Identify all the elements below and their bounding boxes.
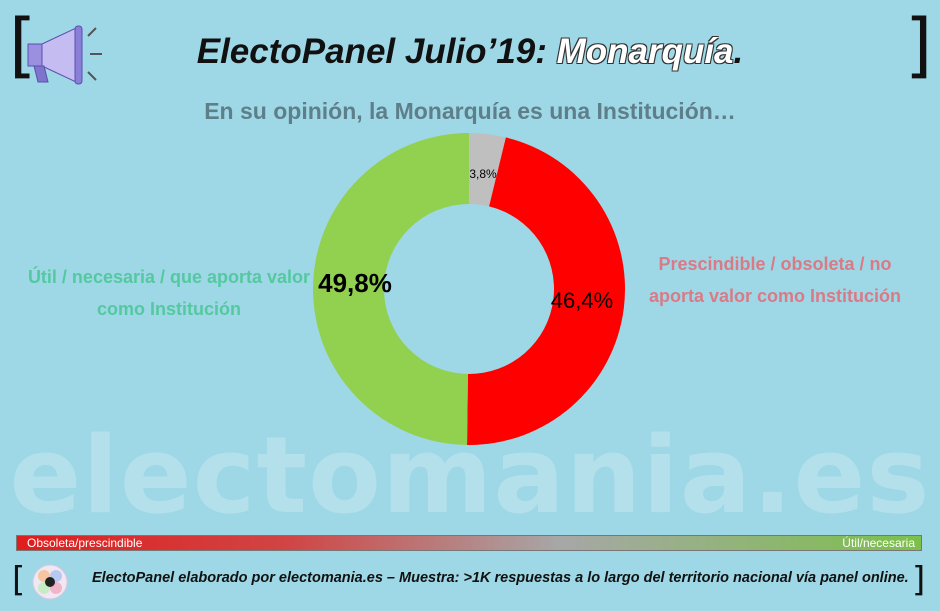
- category-label-useful: Útil / necesaria / que aporta valor como…: [27, 267, 311, 319]
- title-end: .: [733, 32, 744, 71]
- electomania-logo: [32, 564, 68, 600]
- donut-slice-1: [467, 137, 625, 445]
- chart-title: ElectoPanel Julio’19: Monarquía.: [0, 32, 940, 72]
- title-separator: :: [535, 32, 557, 71]
- footer-source-text: ElectoPanel elaborado por electomania.es…: [92, 570, 909, 586]
- opinion-scale-bar: Obsoleta/prescindible Útil/necesaria: [16, 535, 922, 551]
- right-bracket-top: ]: [905, 4, 933, 86]
- scale-left-label: Obsoleta/prescindible: [27, 536, 143, 550]
- chart-question: En su opinión, la Monarquía es una Insti…: [204, 98, 736, 124]
- right-bracket-bottom: ]: [912, 560, 926, 600]
- donut-slice-0: [469, 133, 506, 207]
- data-label-2: 49,8%: [318, 268, 392, 298]
- left-bracket-bottom: [: [12, 560, 26, 600]
- donut-slice-2: [312, 133, 469, 445]
- data-label-0: 3,8%: [469, 167, 497, 181]
- scale-right-label: Útil/necesaria: [842, 536, 915, 550]
- megaphone-icon: [27, 25, 102, 85]
- data-label-1: 46,4%: [551, 288, 613, 313]
- footer: ElectoPanel elaborado por electomania.es…: [0, 560, 940, 611]
- title-main: ElectoPanel Julio’19: [196, 32, 536, 71]
- category-label-obsolete: Prescindible / obsoleta / no aporta valo…: [648, 254, 902, 306]
- title-topic: Monarquía: [556, 32, 734, 71]
